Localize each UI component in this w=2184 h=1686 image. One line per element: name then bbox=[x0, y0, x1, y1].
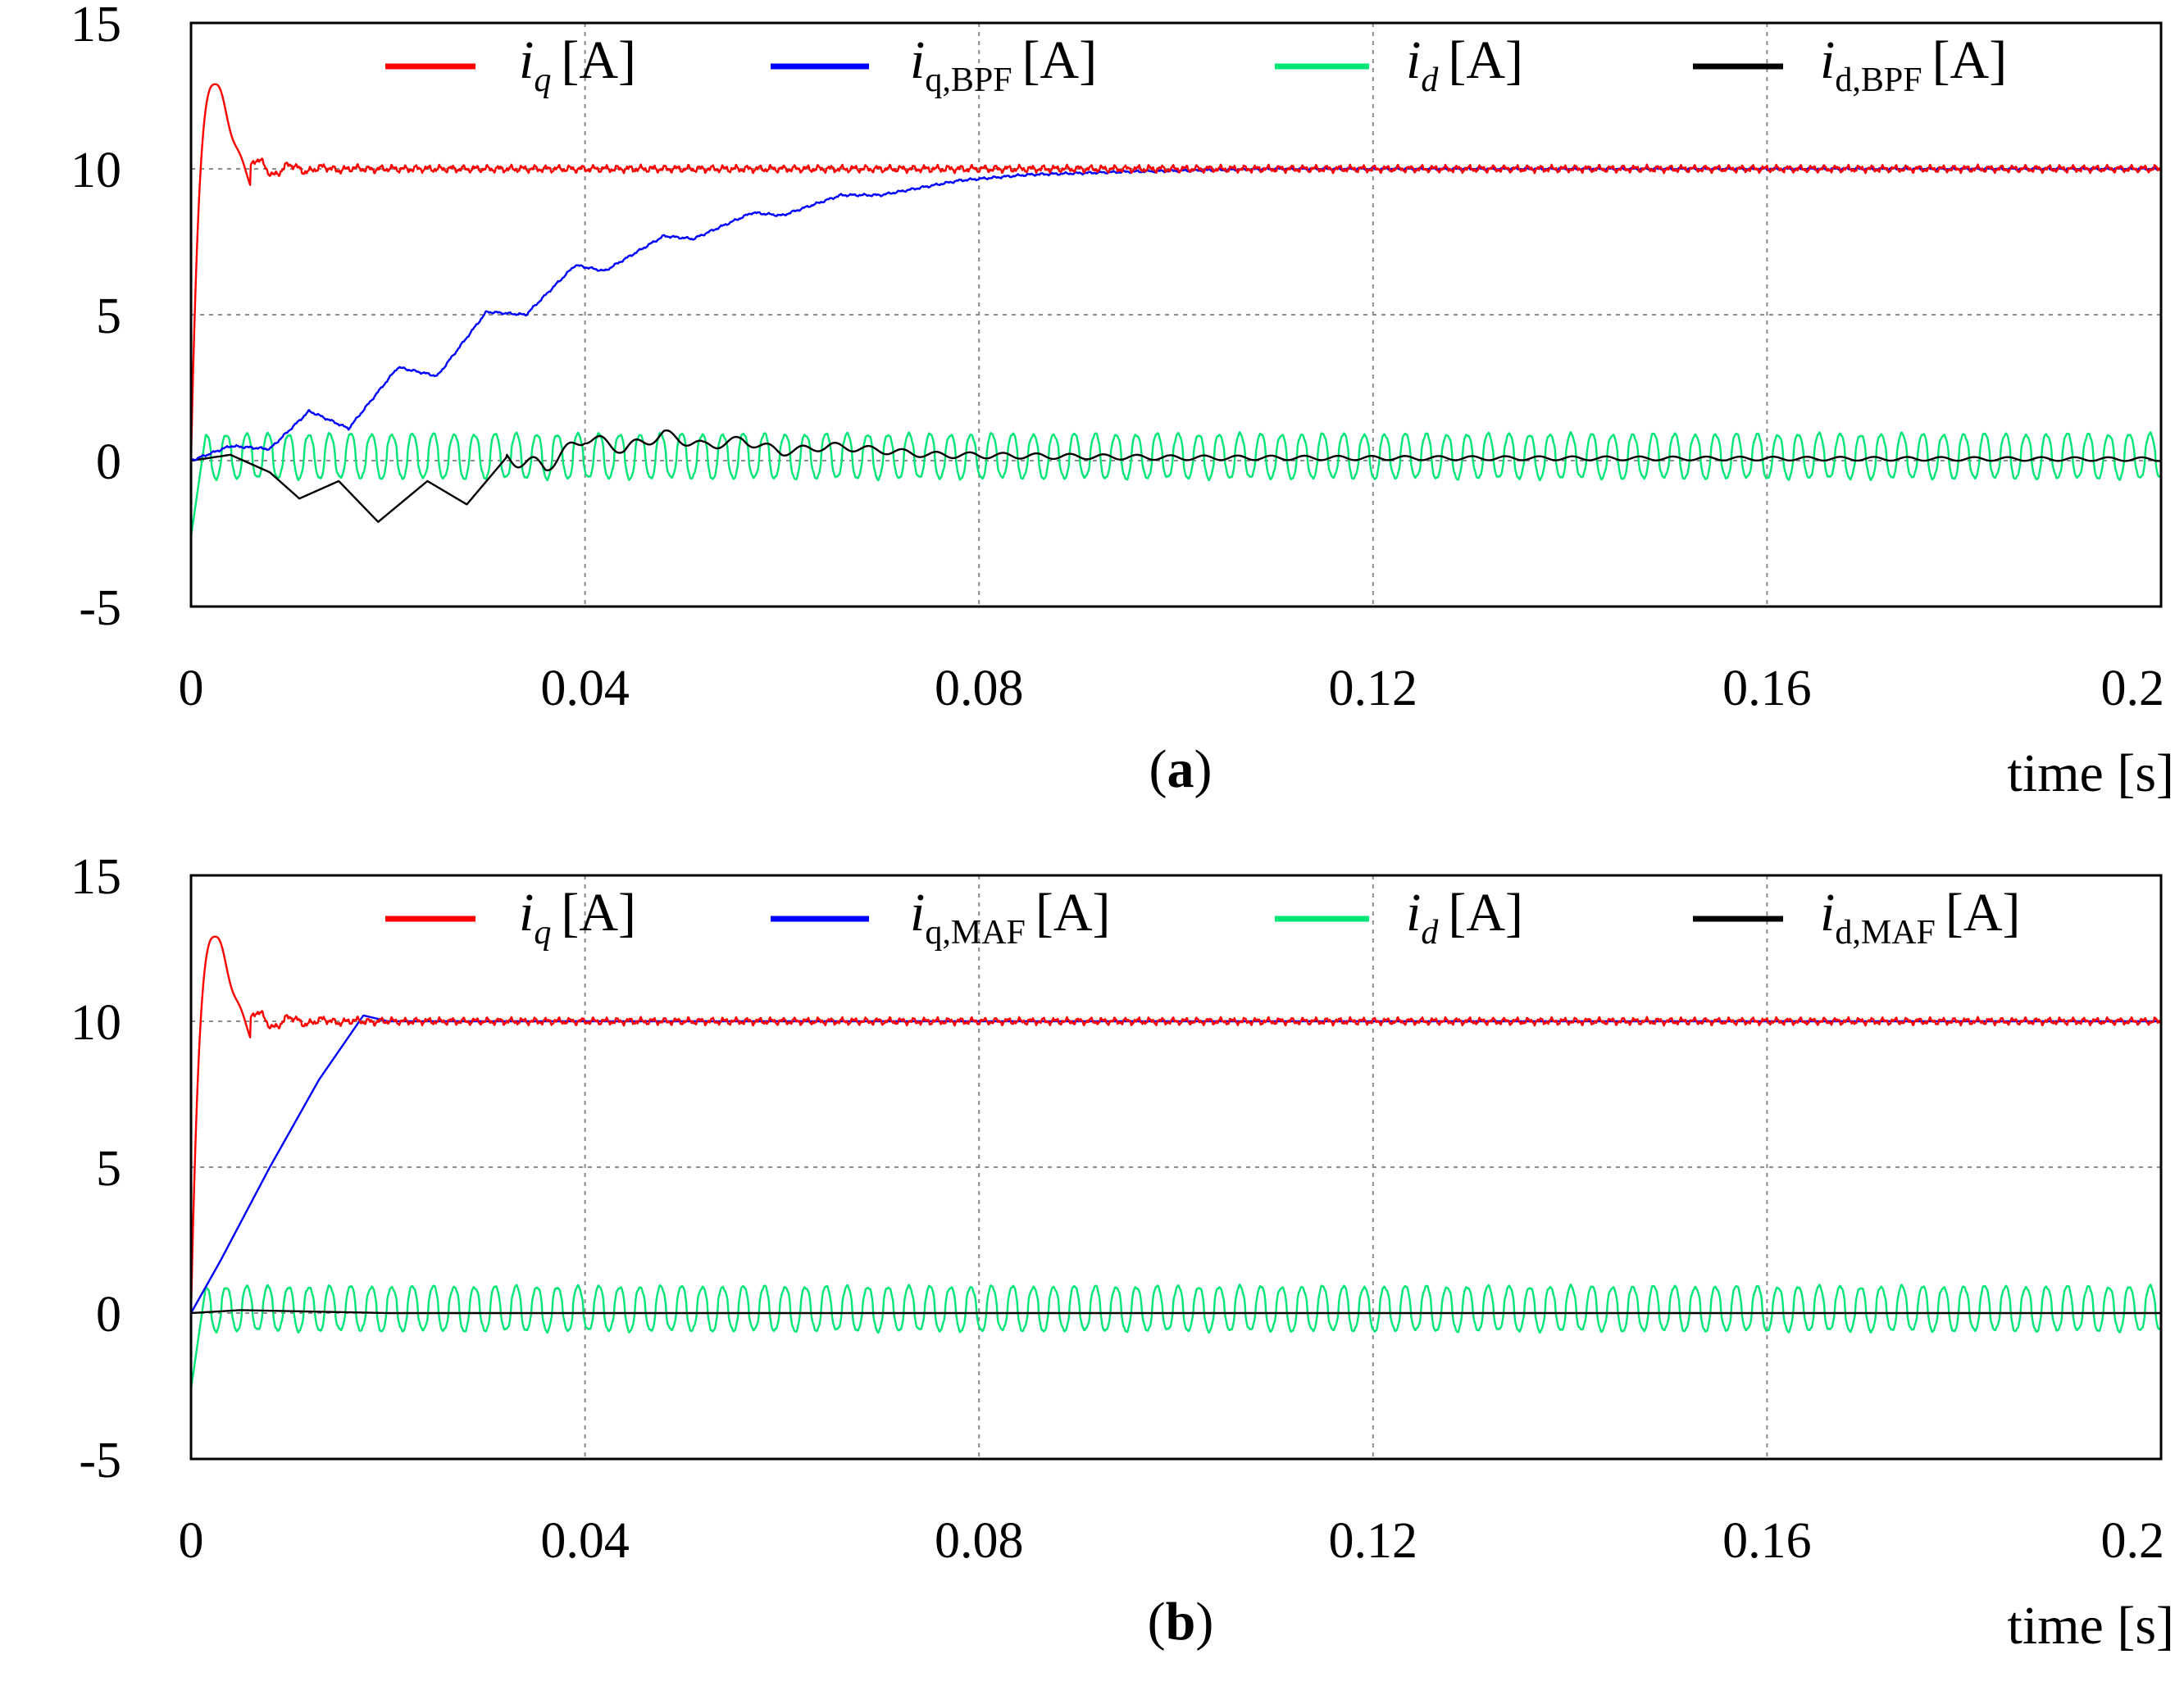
panel-letter: a bbox=[1167, 739, 1194, 799]
x-tick-label: 0.2 bbox=[2101, 661, 2165, 716]
x-tick-label: 0.12 bbox=[1329, 661, 1418, 716]
legend-unit: [A] bbox=[1022, 30, 1098, 90]
x-tick-label: 0.04 bbox=[540, 1513, 630, 1569]
y-tick-label: -5 bbox=[79, 1433, 121, 1488]
legend-unit: [A] bbox=[1448, 883, 1523, 943]
legend-subscript: d bbox=[1421, 914, 1439, 952]
y-tick-label: -5 bbox=[79, 580, 121, 636]
legend-symbol: i bbox=[519, 30, 534, 90]
legend-unit: [A] bbox=[1945, 883, 2021, 943]
legend-subscript: d,MAF bbox=[1835, 914, 1936, 952]
y-tick-label: 5 bbox=[96, 289, 121, 344]
panel-paren-open: ( bbox=[1148, 1592, 1166, 1652]
x-tick-label: 0 bbox=[179, 661, 204, 716]
legend-entry: iq [A] bbox=[519, 30, 636, 99]
series-group bbox=[191, 935, 2161, 1389]
legend-entry: iq,MAF [A] bbox=[910, 883, 1111, 952]
legend-entry: iq,BPF [A] bbox=[910, 30, 1097, 99]
legend-unit: [A] bbox=[561, 30, 636, 90]
legend-unit: [A] bbox=[1035, 883, 1111, 943]
plot-frame bbox=[189, 874, 2163, 1461]
legend: iq [A] iq,MAF [A] id [A] id,MAF [A] bbox=[385, 883, 2021, 952]
x-axis-label: time [s] bbox=[2008, 743, 2174, 803]
y-tick-label: 5 bbox=[96, 1141, 121, 1197]
legend-subscript: d,BPF bbox=[1835, 61, 1922, 99]
legend-symbol: i bbox=[1406, 883, 1421, 943]
legend-symbol: i bbox=[1406, 30, 1421, 90]
x-tick-label: 0.08 bbox=[935, 1513, 1024, 1569]
legend-symbol: i bbox=[910, 30, 925, 90]
legend-unit: [A] bbox=[1932, 30, 2008, 90]
x-tick-label: 0.04 bbox=[540, 661, 630, 716]
panel-label: (b) bbox=[1148, 1592, 1214, 1652]
series-group bbox=[191, 83, 2161, 537]
series-line-d-bpf bbox=[191, 429, 2161, 523]
legend-entry: id,MAF [A] bbox=[1820, 883, 2021, 952]
panel-letter: b bbox=[1166, 1592, 1196, 1652]
legend: iq [A] iq,BPF [A] id [A] id,BPF [A] bbox=[385, 30, 2007, 99]
y-tick-label: 10 bbox=[71, 995, 121, 1051]
legend-entry: id [A] bbox=[1406, 883, 1523, 952]
legend-entry: id,BPF [A] bbox=[1820, 30, 2007, 99]
panel-paren-close: ) bbox=[1195, 1592, 1213, 1652]
legend-entry: id [A] bbox=[1406, 30, 1523, 99]
legend-subscript: q,BPF bbox=[925, 61, 1012, 99]
legend-symbol: i bbox=[1820, 30, 1835, 90]
grid bbox=[191, 22, 2161, 607]
legend-symbol: i bbox=[519, 883, 534, 943]
y-tick-label: 0 bbox=[96, 434, 121, 490]
panel-label: (a) bbox=[1149, 739, 1213, 799]
y-tick-label: 10 bbox=[71, 143, 121, 198]
x-tick-label: 0.2 bbox=[2101, 1513, 2165, 1569]
legend-entry: iq [A] bbox=[519, 883, 636, 952]
legend-unit: [A] bbox=[561, 883, 636, 943]
plot-frame bbox=[189, 21, 2163, 608]
series-line-q-maf bbox=[191, 1014, 2161, 1314]
panel-paren-close: ) bbox=[1194, 739, 1213, 799]
grid bbox=[191, 875, 2161, 1459]
legend-subscript: q bbox=[534, 61, 551, 99]
x-tick-label: 0.16 bbox=[1722, 1513, 1812, 1569]
y-tick-label: 15 bbox=[71, 849, 121, 905]
legend-subscript: d bbox=[1421, 61, 1439, 99]
legend-symbol: i bbox=[910, 883, 925, 943]
x-tick-label: 0.16 bbox=[1722, 661, 1812, 716]
y-tick-label: 0 bbox=[96, 1287, 121, 1343]
panel-paren-open: ( bbox=[1149, 739, 1167, 799]
legend-symbol: i bbox=[1820, 883, 1835, 943]
series-line-q bbox=[191, 935, 2161, 1314]
series-line-d bbox=[191, 431, 2161, 537]
x-tick-label: 0 bbox=[179, 1513, 204, 1569]
x-axis-label: time [s] bbox=[2008, 1596, 2174, 1656]
series-line-d-maf bbox=[191, 1309, 2161, 1315]
legend-subscript: q bbox=[534, 914, 551, 952]
series-line-d bbox=[191, 1284, 2161, 1389]
legend-unit: [A] bbox=[1448, 30, 1523, 90]
series-line-q bbox=[191, 83, 2161, 461]
y-tick-label: 15 bbox=[71, 0, 121, 52]
x-tick-label: 0.08 bbox=[935, 661, 1024, 716]
x-tick-label: 0.12 bbox=[1329, 1513, 1418, 1569]
legend-subscript: q,MAF bbox=[925, 914, 1026, 952]
